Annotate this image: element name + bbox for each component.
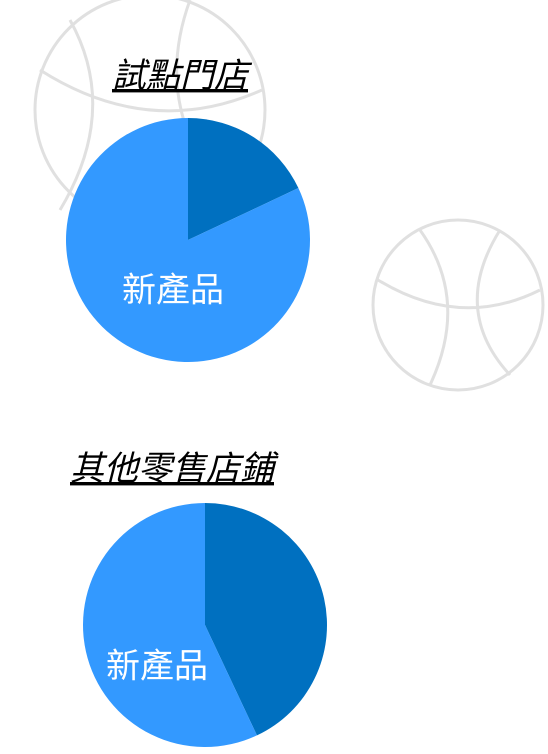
slide: 試點門店新產品其他零售店鋪新產品	[0, 0, 548, 754]
chart-title: 其他零售店鋪	[70, 449, 279, 489]
slice-label: 新產品	[122, 271, 224, 311]
chart-title: 試點門店	[112, 56, 253, 96]
slice-label: 新產品	[106, 647, 208, 687]
